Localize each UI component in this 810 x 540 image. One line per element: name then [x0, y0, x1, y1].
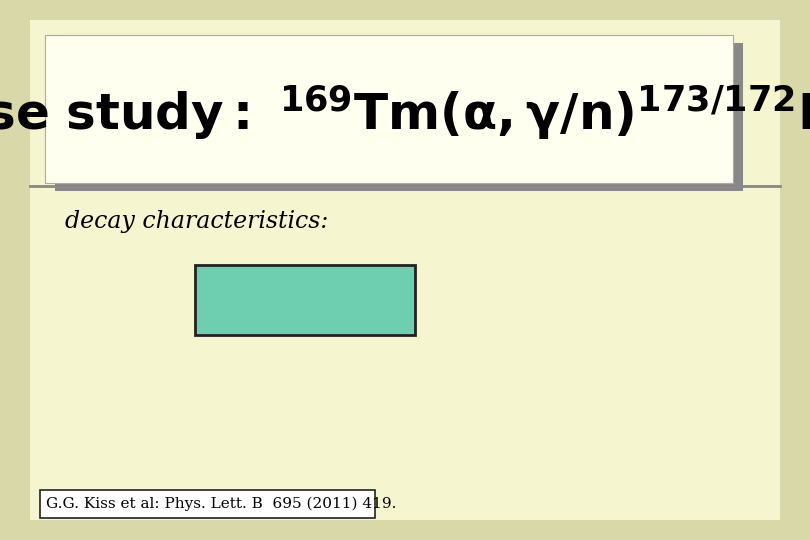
Text: $\mathbf{Case\ study:\ }$$\mathbf{^{169}Tm(\alpha,\gamma/n)^{173/172}Lu}$: $\mathbf{Case\ study:\ }$$\mathbf{^{169}… — [0, 84, 810, 143]
FancyBboxPatch shape — [45, 35, 733, 183]
FancyBboxPatch shape — [30, 20, 780, 520]
FancyBboxPatch shape — [40, 490, 375, 518]
Text: decay characteristics:: decay characteristics: — [65, 210, 328, 233]
FancyBboxPatch shape — [55, 43, 743, 191]
FancyBboxPatch shape — [195, 265, 415, 335]
Text: G.G. Kiss et al: Phys. Lett. B  695 (2011) 419.: G.G. Kiss et al: Phys. Lett. B 695 (2011… — [46, 497, 396, 511]
